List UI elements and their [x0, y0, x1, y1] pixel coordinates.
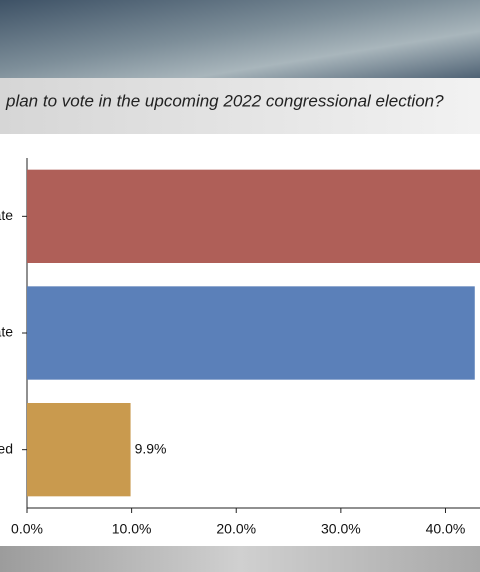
value-label: 9.9%: [135, 440, 167, 456]
title-band: [0, 78, 480, 134]
x-tick-label: 0.0%: [11, 521, 43, 537]
y-tick-label: ate: [0, 207, 13, 223]
x-tick-label: 20.0%: [216, 521, 256, 537]
y-tick-label: ate: [0, 324, 13, 340]
footer-band: [0, 546, 480, 572]
bar: [27, 286, 475, 380]
x-tick-label: 40.0%: [426, 521, 466, 537]
header-image: [0, 0, 480, 78]
x-tick-label: 10.0%: [112, 521, 152, 537]
x-tick-label: 30.0%: [321, 521, 361, 537]
chart-title: plan to vote in the upcoming 2022 congre…: [5, 91, 444, 110]
bar: [27, 403, 131, 497]
bar: [27, 169, 480, 263]
y-tick-label: ed: [0, 440, 13, 456]
